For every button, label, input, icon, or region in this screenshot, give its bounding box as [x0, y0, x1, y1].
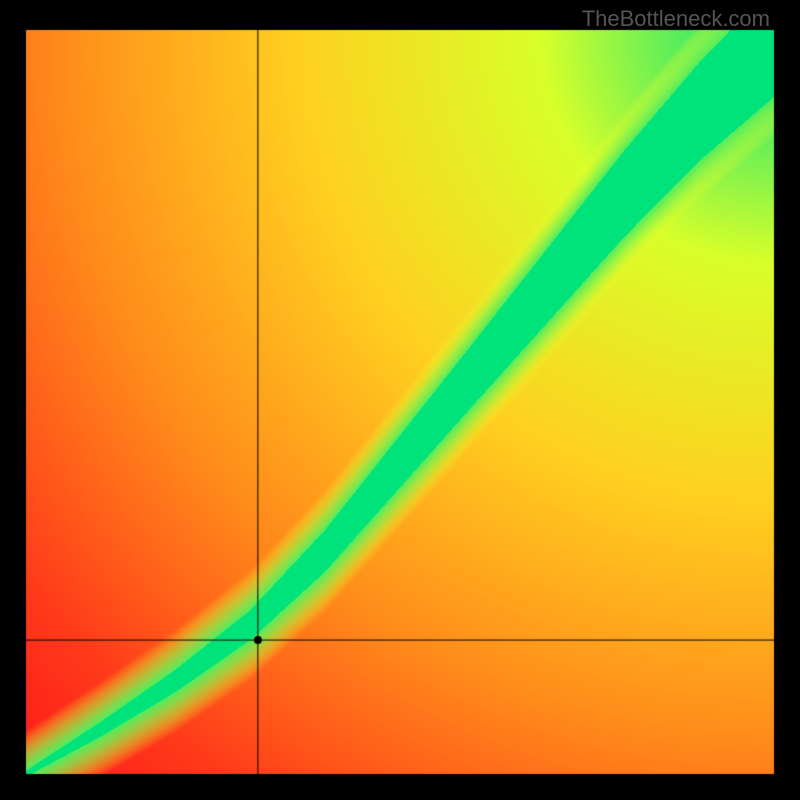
watermark-text: TheBottleneck.com — [582, 6, 770, 32]
heatmap-canvas — [0, 0, 800, 800]
chart-container: TheBottleneck.com — [0, 0, 800, 800]
